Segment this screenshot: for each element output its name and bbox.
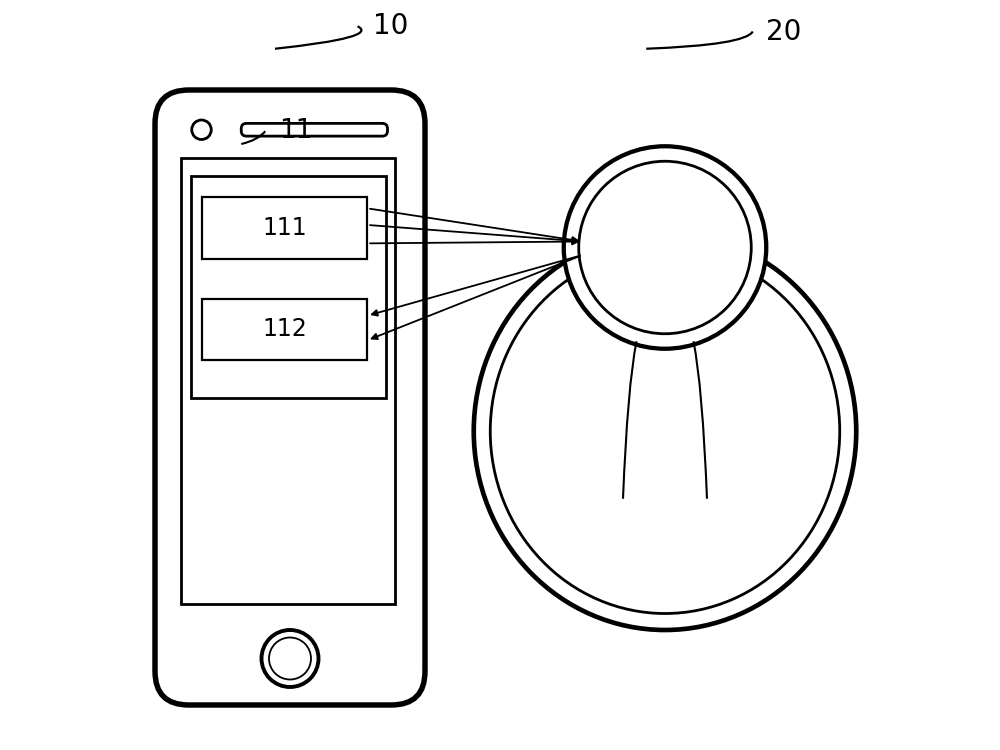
Text: 10: 10 — [372, 12, 408, 40]
Ellipse shape — [564, 146, 766, 349]
Bar — [191, 176, 386, 398]
Bar — [202, 298, 367, 360]
Ellipse shape — [474, 232, 856, 630]
FancyBboxPatch shape — [241, 124, 388, 136]
Bar — [181, 158, 395, 604]
Text: 20: 20 — [766, 17, 802, 46]
Ellipse shape — [490, 249, 840, 614]
Text: 111: 111 — [262, 216, 307, 240]
Text: 11: 11 — [279, 118, 312, 144]
Bar — [202, 197, 367, 259]
Text: 112: 112 — [262, 317, 307, 341]
Circle shape — [579, 161, 751, 334]
FancyBboxPatch shape — [155, 90, 425, 705]
